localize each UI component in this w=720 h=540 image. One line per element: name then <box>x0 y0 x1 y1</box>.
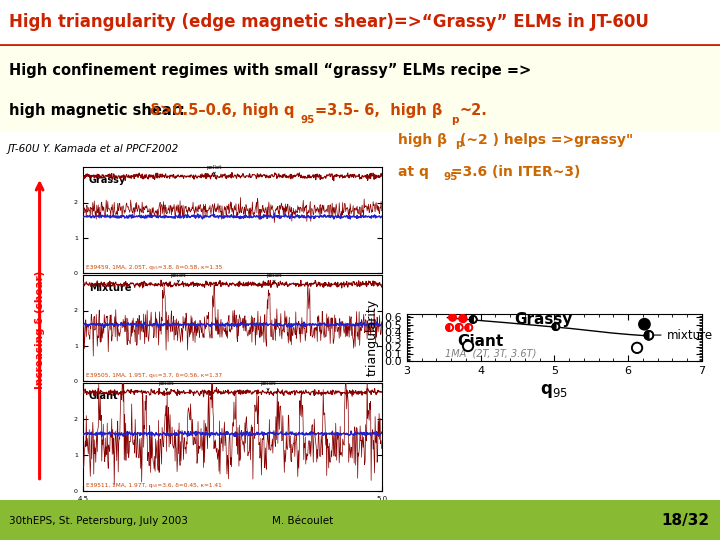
Ellipse shape <box>632 343 642 353</box>
Text: pellet: pellet <box>261 381 276 390</box>
Ellipse shape <box>639 319 650 330</box>
Text: M. Bécoulet: M. Bécoulet <box>271 516 333 525</box>
Text: 95: 95 <box>301 115 315 125</box>
Text: p: p <box>455 139 462 149</box>
Ellipse shape <box>463 341 473 351</box>
Polygon shape <box>465 324 469 331</box>
Polygon shape <box>456 324 459 331</box>
X-axis label: time (s): time (s) <box>216 508 248 517</box>
Polygon shape <box>552 323 556 330</box>
Text: δ>0.5–0.6, high q: δ>0.5–0.6, high q <box>150 103 294 118</box>
Text: Giant: Giant <box>89 391 118 401</box>
Text: pellet: pellet <box>171 273 186 282</box>
Text: E39459, 1MA, 2.05T, qₕ₅=3.8, δ=0.58, κ=1.35: E39459, 1MA, 2.05T, qₕ₅=3.8, δ=0.58, κ=1… <box>86 265 222 269</box>
Ellipse shape <box>644 331 653 340</box>
Text: mixture: mixture <box>652 328 713 342</box>
Text: pellet: pellet <box>266 273 282 282</box>
Text: =3.5- 6,  high β: =3.5- 6, high β <box>315 103 443 118</box>
Text: 1MA  (2T, 3T, 3.6T): 1MA (2T, 3T, 3.6T) <box>445 349 536 359</box>
Text: ~2.: ~2. <box>459 103 487 118</box>
Text: high magnetic shear:: high magnetic shear: <box>9 103 189 118</box>
Text: pellet: pellet <box>159 381 174 390</box>
Text: High confinement regimes with small “grassy” ELMs recipe =>: High confinement regimes with small “gra… <box>9 63 531 78</box>
X-axis label: q$_{95}$: q$_{95}$ <box>541 382 568 400</box>
Text: Grassy: Grassy <box>89 175 126 185</box>
Text: JT-60U Y. Kamada et al PPCF2002: JT-60U Y. Kamada et al PPCF2002 <box>8 144 179 153</box>
Ellipse shape <box>456 324 463 331</box>
Text: pellet: pellet <box>207 165 222 174</box>
Text: at q: at q <box>398 165 429 179</box>
Polygon shape <box>469 316 473 323</box>
Text: =3.6 (in ITER~3): =3.6 (in ITER~3) <box>451 165 581 179</box>
Ellipse shape <box>446 324 453 331</box>
Text: high β: high β <box>398 133 447 147</box>
Text: Mixture: Mixture <box>89 283 131 293</box>
Text: p: p <box>451 115 458 125</box>
Text: Giant: Giant <box>457 334 504 349</box>
Polygon shape <box>644 331 649 340</box>
Ellipse shape <box>552 323 559 330</box>
Text: E39511, 1MA, 1.97T, qₕ₅=3.6, δ=0.45, κ=1.41: E39511, 1MA, 1.97T, qₕ₅=3.6, δ=0.45, κ=1… <box>86 483 222 488</box>
Ellipse shape <box>465 324 472 331</box>
Ellipse shape <box>459 315 467 322</box>
Text: High triangularity (edge magnetic shear)=>“Grassy” ELMs in JT-60U: High triangularity (edge magnetic shear)… <box>9 13 649 31</box>
Ellipse shape <box>469 316 477 323</box>
Text: 18/32: 18/32 <box>661 513 709 528</box>
Text: Increasing δ (shear): Increasing δ (shear) <box>35 270 45 389</box>
Text: Grassy: Grassy <box>514 312 572 327</box>
Text: 30thEPS, St. Petersburg, July 2003: 30thEPS, St. Petersburg, July 2003 <box>9 516 187 525</box>
Ellipse shape <box>449 314 456 321</box>
Y-axis label: triangularity: triangularity <box>366 299 379 376</box>
Text: E39505, 1MA, 1.95T, qₕ₅=3.7, δ=0.56, κ=1.37: E39505, 1MA, 1.95T, qₕ₅=3.7, δ=0.56, κ=1… <box>86 373 222 377</box>
Text: 95: 95 <box>444 172 457 183</box>
Text: (~2 ) helps =>grassy": (~2 ) helps =>grassy" <box>460 133 633 147</box>
Polygon shape <box>446 324 449 331</box>
